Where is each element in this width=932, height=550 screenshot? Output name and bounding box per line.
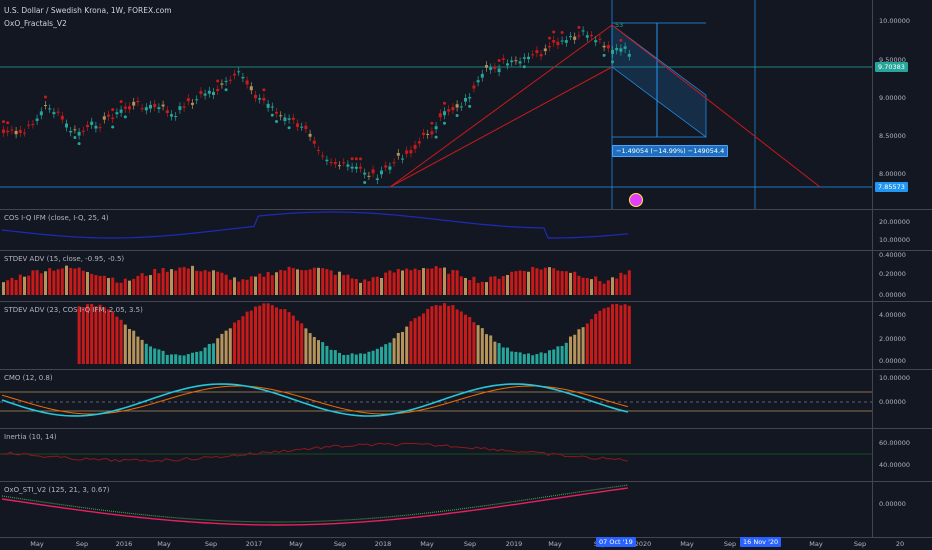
stdev-adv-2-axis: 4.00000 2.00000 0.00000	[872, 302, 932, 369]
price-tick: 9.50000	[879, 56, 906, 64]
sti-axis: 0.00000	[872, 482, 932, 537]
alert-icon[interactable]	[629, 193, 643, 207]
time-label: Sep	[75, 540, 89, 548]
time-label: May	[809, 540, 823, 548]
axis-tick: 20.00000	[879, 218, 911, 226]
date-cursor-tag-2: 16 Nov '20	[740, 537, 782, 547]
time-label: Sep	[204, 540, 218, 548]
cmo-axis: 10.00000 0.00000	[872, 370, 932, 428]
axis-tick: 0.00000	[879, 291, 906, 299]
sti-pane[interactable]	[0, 482, 872, 537]
time-label: 2017	[245, 540, 263, 548]
current-price-tag: 9.70383	[875, 62, 908, 72]
pane-label-stdev-adv-2[interactable]: STDEV ADV (23, COS I-Q IFM, 2.05, 3.5)	[4, 306, 143, 314]
stdev-adv-pane[interactable]	[0, 251, 872, 301]
fractals-indicator-label[interactable]: OxO_Fractals_V2	[4, 19, 67, 28]
pane-label-cos-iq[interactable]: COS I-Q IFM (close, I-Q, 25, 4)	[4, 214, 109, 222]
time-label: May	[420, 540, 434, 548]
cos-iq-pane[interactable]	[0, 210, 872, 250]
stdev-adv-2-pane[interactable]	[0, 302, 872, 369]
axis-tick: 10.00000	[879, 374, 911, 382]
inertia-axis: 60.00000 40.00000	[872, 429, 932, 481]
axis-tick: 60.00000	[879, 439, 911, 447]
low-level-tag: 7.85573	[875, 182, 908, 192]
price-tick: 10.00000	[879, 17, 911, 25]
axis-tick: 0.00000	[879, 357, 906, 365]
time-label: Sep	[463, 540, 477, 548]
pane-label-sti[interactable]: OxO_STI_V2 (125, 21, 3, 0.67)	[4, 486, 110, 494]
time-label: 2020	[634, 540, 652, 548]
pane-label-cmo[interactable]: CMO (12, 0.8)	[4, 374, 53, 382]
time-label: Sep	[333, 540, 347, 548]
price-tick: 9.00000	[879, 94, 906, 102]
time-label: May	[548, 540, 562, 548]
time-label: 20	[895, 540, 905, 548]
axis-tick: 0.40000	[879, 251, 906, 259]
time-label: May	[289, 540, 303, 548]
axis-tick: 2.00000	[879, 335, 906, 343]
pane-label-inertia[interactable]: Inertia (10, 14)	[4, 433, 57, 441]
measure-top-label: 53	[615, 21, 624, 29]
axis-tick: 0.00000	[879, 500, 906, 508]
date-cursor-tag: 07 Oct '19	[596, 537, 636, 547]
main-price-chart[interactable]	[0, 0, 872, 210]
axis-tick: 0.20000	[879, 270, 906, 278]
time-label: Sep	[853, 540, 867, 548]
price-axis[interactable]: 10.00000 9.50000 9.00000 8.50000 8.00000…	[872, 0, 932, 209]
time-label: May	[680, 540, 694, 548]
time-label: 2019	[505, 540, 523, 548]
axis-tick: 10.00000	[879, 236, 911, 244]
time-label: May	[30, 540, 44, 548]
price-tick: 8.50000	[879, 132, 906, 140]
inertia-pane[interactable]	[0, 429, 872, 481]
time-label: Sep	[723, 540, 737, 548]
cmo-pane[interactable]	[0, 370, 872, 428]
symbol-title: U.S. Dollar / Swedish Krona, 1W, FOREX.c…	[4, 6, 172, 15]
stdev-adv-axis: 0.40000 0.20000 0.00000	[872, 251, 932, 301]
pane-label-stdev-adv[interactable]: STDEV ADV (15, close, -0.95, -0.5)	[4, 255, 125, 263]
time-label: 2018	[374, 540, 392, 548]
time-label: May	[157, 540, 171, 548]
axis-tick: 4.00000	[879, 311, 906, 319]
axis-tick: 40.00000	[879, 461, 911, 469]
measure-result-label[interactable]: −1.49054 (−14.99%) −149054.4	[612, 145, 729, 157]
time-label: 2016	[115, 540, 133, 548]
price-tick: 8.00000	[879, 170, 906, 178]
axis-tick: 0.00000	[879, 398, 906, 406]
cos-iq-axis: 20.00000 10.00000	[872, 210, 932, 250]
